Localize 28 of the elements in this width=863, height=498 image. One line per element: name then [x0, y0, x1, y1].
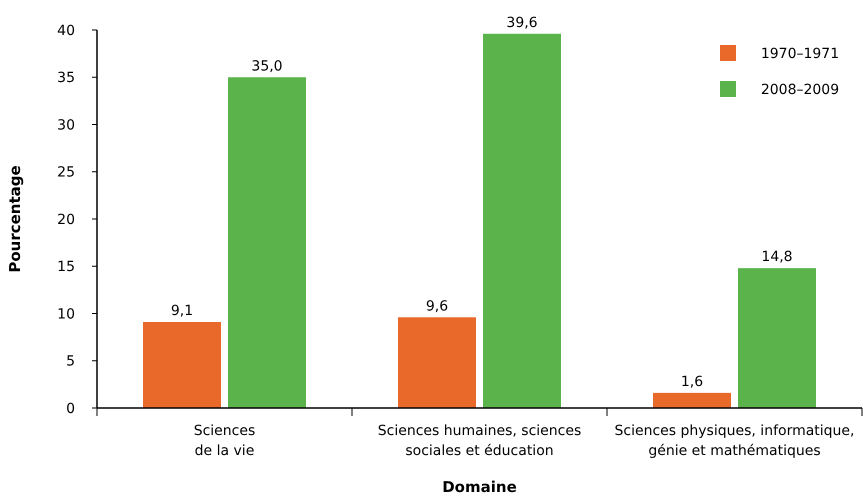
y-tick-label: 5: [66, 354, 75, 370]
bar: [398, 317, 476, 408]
data-label: 14,8: [761, 249, 793, 266]
bar: [143, 322, 221, 408]
y-tick-label: 15: [57, 259, 75, 276]
y-tick-label: 20: [57, 212, 75, 228]
y-tick-label: 10: [57, 306, 75, 322]
bar: [483, 34, 561, 408]
y-tick-label: 40: [57, 22, 75, 39]
bar: [228, 77, 306, 408]
data-label: 9,1: [170, 303, 194, 320]
x-tick-label: Sciences humaines, sciences sociales et éducation: [378, 423, 582, 459]
x-tick-label: Sciences de la vie: [194, 423, 256, 459]
y-tick-label: 25: [57, 164, 75, 181]
data-label: 39,6: [506, 14, 538, 31]
legend-label: 2008–2009: [760, 82, 840, 98]
bar: [653, 392, 731, 408]
y-tick-label: 35: [57, 70, 75, 86]
x-axis-title: Domaine: [442, 478, 517, 496]
x-tick-label: Sciences physiques, informatique, génie et mathématiques: [614, 423, 854, 459]
y-tick-label: 30: [57, 117, 75, 134]
data-label: 9,6: [426, 298, 448, 314]
legend-label: 1970–1971: [760, 46, 840, 62]
data-label: 35,0: [251, 58, 283, 74]
data-label: 1,6: [680, 374, 704, 390]
y-axis-title: Pourcentage: [6, 165, 24, 273]
y-tick-label: 0: [66, 400, 75, 417]
bar: [738, 268, 816, 408]
